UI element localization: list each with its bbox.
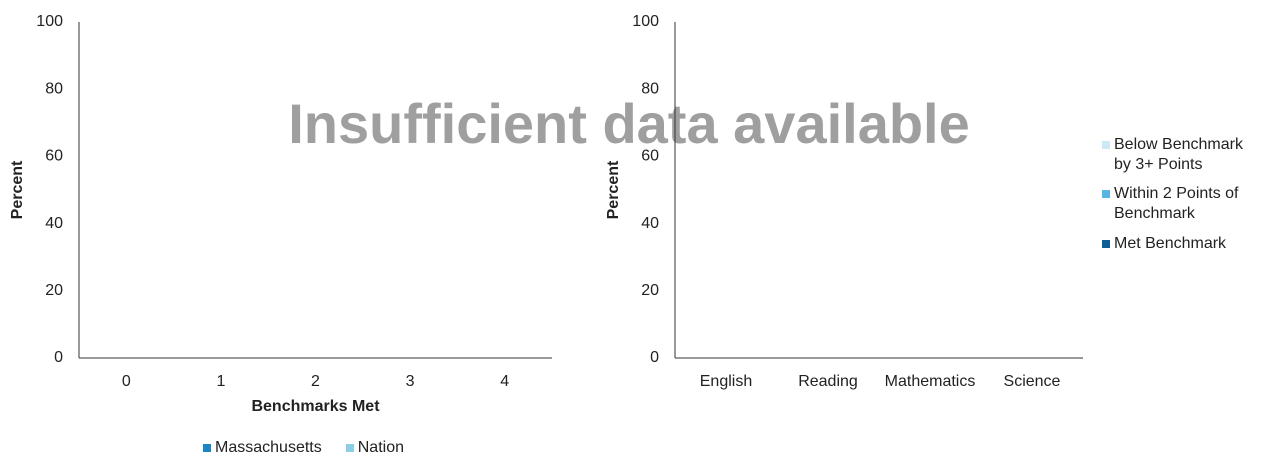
x-tick-label: Reading	[798, 373, 858, 390]
x-tick-label: Mathematics	[885, 373, 976, 390]
legend-item: Nation	[345, 438, 404, 458]
legend-label: Met Benchmark	[1114, 235, 1227, 252]
legend-label: Within 2 Points of Benchmark	[1114, 185, 1239, 222]
y-tick-label: 80	[641, 80, 659, 97]
x-tick-label: 3	[406, 373, 415, 390]
y-tick-label: 80	[45, 80, 63, 97]
legend-swatch	[1102, 240, 1110, 248]
annotation: Insufficient data available	[288, 92, 970, 155]
legend-item: Below Benchmark by 3+ Points	[1102, 135, 1262, 175]
y-tick-label: 60	[641, 148, 659, 165]
y-tick-label: 0	[650, 349, 659, 366]
legend-swatch	[1102, 141, 1110, 149]
x-tick-label: 4	[500, 373, 509, 390]
legend-label: Nation	[357, 439, 404, 456]
legend-label: Massachusetts	[215, 439, 322, 456]
y-tick-label: 60	[45, 148, 63, 165]
y-tick-label: 100	[632, 13, 659, 30]
legend-label: Below Benchmark by 3+ Points	[1114, 136, 1243, 173]
legend-swatch	[345, 444, 354, 452]
x-tick-label: Science	[1004, 373, 1061, 390]
x-axis-title: Benchmarks Met	[251, 398, 380, 415]
x-tick-label: English	[700, 373, 752, 390]
legend-swatch	[203, 444, 212, 452]
y-axis-title: Percent	[605, 160, 622, 219]
y-tick-label: 0	[54, 349, 63, 366]
y-tick-label: 100	[36, 13, 63, 30]
legend-item: Met Benchmark	[1102, 234, 1262, 254]
legend-swatch	[1102, 190, 1110, 198]
x-tick-label: 1	[216, 373, 225, 390]
y-axis-title: Percent	[9, 160, 26, 219]
y-tick-label: 20	[641, 282, 659, 299]
x-tick-label: 0	[122, 373, 131, 390]
x-tick-label: 2	[311, 373, 320, 390]
y-tick-label: 40	[641, 215, 659, 232]
y-tick-label: 40	[45, 215, 63, 232]
legend-item: Within 2 Points of Benchmark	[1102, 184, 1262, 224]
legend-item: Massachusetts	[203, 438, 322, 458]
legend: Massachusetts Nation	[79, 438, 552, 458]
y-tick-label: 20	[45, 282, 63, 299]
